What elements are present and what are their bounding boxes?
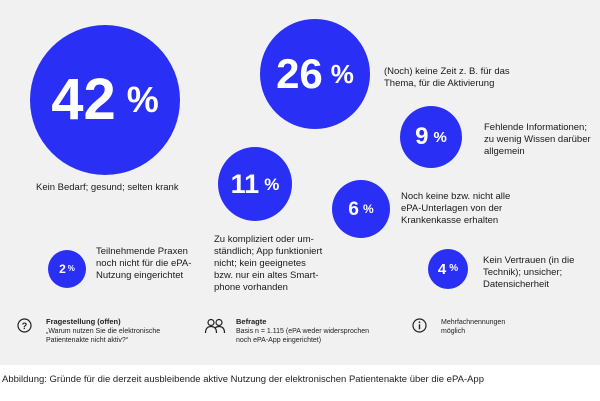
bubble-label-line: Krankenkasse erhalten (401, 215, 499, 226)
bubble-label-line: noch nicht für die ePA- (96, 258, 192, 269)
bubble-label: Fehlende Informationen; zu wenig Wissen d… (484, 122, 591, 158)
bubble-value: 4 (437, 260, 447, 278)
bubble-1: 26% (260, 19, 370, 129)
bubble-value: 6 (348, 198, 359, 220)
bubble-value: 2 (59, 262, 66, 276)
bubble-unit: % (433, 128, 447, 146)
bubble-label-line: phone vorhanden (214, 282, 288, 293)
bubble-label-line: Fehlende Informationen; (484, 122, 587, 133)
bubble-5: 2% (48, 250, 86, 288)
bubble-label-line: bzw. nur ein altes Smart- (214, 270, 319, 281)
respondents-line1: Basis n = 1.115 (ePA weder widersprochen (236, 328, 370, 335)
people-icon (204, 318, 226, 334)
multi-line2: möglich (441, 328, 466, 335)
multi-answers-note: Mehrfachnennungen möglich (441, 318, 505, 336)
bubble-unit: % (330, 59, 354, 89)
bubble-3: 11% (218, 147, 292, 221)
bubble-label-line: ständlich; App funktioniert (214, 246, 323, 257)
question-circle-icon: ? (17, 318, 32, 333)
bubble-label: Teilnehmende Praxen noch nicht für die eP… (96, 246, 191, 282)
respondents-title: Befragte (236, 317, 267, 326)
bubble-label: (Noch) keine Zeit z. B. für das Thema, fü… (384, 66, 510, 90)
bubble-value: 42 (51, 67, 116, 132)
bubble-label-line: ePA-Unterlagen von der (401, 203, 503, 214)
bubble-label: Zu kompliziert oder um-ständlich; App fu… (214, 234, 322, 294)
bubble-label: Kein Vertrauen (in die Technik); unsicher… (483, 255, 574, 291)
svg-text:?: ? (22, 321, 28, 331)
info-circle-icon (412, 318, 427, 333)
bubble-label-line: Datensicherheit (483, 279, 550, 290)
bubble-label-line: zu wenig Wissen darüber (484, 134, 591, 145)
bubble-label-line: (Noch) keine Zeit z. B. für das (384, 66, 510, 77)
bubble-label: Noch keine bzw. nicht alle ePA-Unterlagen… (401, 191, 510, 227)
bubble-label-line: Kein Vertrauen (in die (483, 255, 575, 266)
question-text-line2: Patientenakte nicht aktiv?“ (46, 337, 129, 344)
bubble-label-line: Kein Bedarf; gesund; selten krank (36, 182, 179, 193)
figure-caption: Abbildung: Gründe für die derzeit ausble… (2, 374, 484, 385)
question-text-line1: „Warum nutzen Sie die elektronische (46, 328, 161, 335)
bubble-value: 11 (230, 168, 260, 199)
bubble-unit: % (67, 264, 75, 273)
question-title: Fragestellung (offen) (46, 317, 121, 326)
bubble-unit: % (449, 263, 459, 274)
bubble-label-line: Technik); unsicher; (483, 267, 563, 278)
bubble-label-line: Teilnehmende Praxen (96, 246, 188, 257)
multi-line1: Mehrfachnennungen (441, 319, 506, 326)
bubble-label: Kein Bedarf; gesund; selten krank (36, 182, 179, 194)
bubble-label-line: Nutzung eingerichtet (96, 270, 184, 281)
bubble-value: 26 (276, 50, 323, 97)
bubble-0: 42% (30, 25, 180, 175)
bubble-value: 9 (415, 123, 429, 150)
bubble-4: 6% (332, 180, 390, 238)
bubble-label-line: Zu kompliziert oder um- (214, 234, 314, 245)
bubble-unit: % (126, 79, 159, 120)
question-block: Fragestellung (offen) „Warum nutzen Sie … (46, 317, 160, 345)
respondents-block: Befragte Basis n = 1.115 (ePA weder wide… (236, 317, 369, 345)
respondents-line2: noch ePA-App eingerichtet) (236, 337, 322, 344)
bubble-label-line: allgemein (484, 146, 525, 157)
bubble-unit: % (264, 174, 280, 194)
bubble-label-line: Thema, für die Aktivierung (384, 78, 495, 89)
chart-panel: 42% Kein Bedarf; gesund; selten krank 26%(… (0, 0, 600, 365)
bubble-label-line: Noch keine bzw. nicht alle (401, 191, 511, 202)
bubble-unit: % (362, 202, 374, 216)
bubble-2: 9% (400, 106, 462, 168)
bubble-6: 4% (428, 249, 468, 289)
bubble-label-line: nicht; kein geeignetes (214, 258, 306, 269)
